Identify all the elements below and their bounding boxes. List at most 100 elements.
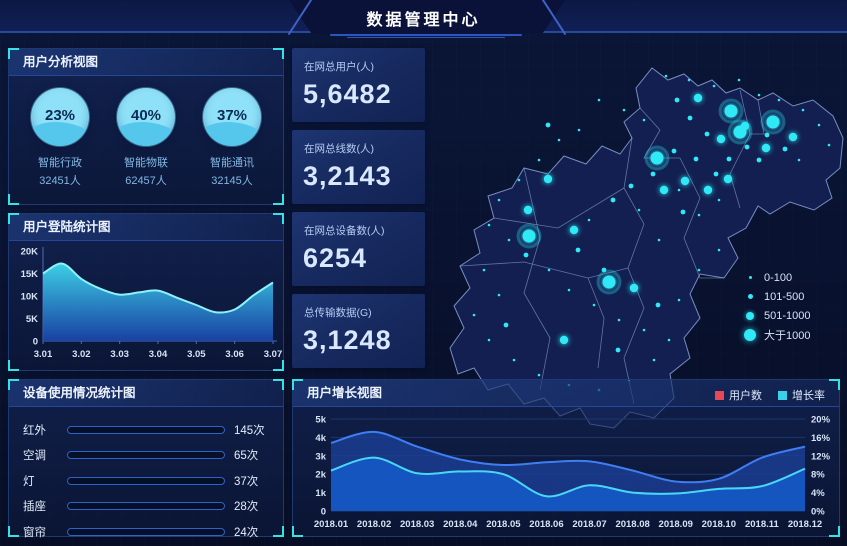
bar-row: 窗帘 24次 xyxy=(23,521,269,542)
map-dot xyxy=(615,347,621,353)
legend-item-users: 用户数 xyxy=(715,387,762,403)
map-dot xyxy=(693,156,699,162)
map-dot xyxy=(703,185,713,195)
legend-item-growth-rate: 增长率 xyxy=(778,387,825,403)
map-dot-halo xyxy=(596,269,622,295)
bar-label: 空调 xyxy=(23,450,46,462)
map-dot xyxy=(782,146,788,152)
device-bar-chart: 红外 145次 空调 65次灯 37次 插座 28次 窗帘 24次 xyxy=(9,407,283,542)
legend-item: 0-100 xyxy=(744,268,840,287)
map-dot xyxy=(693,93,703,103)
map-dot xyxy=(680,176,690,186)
panel-login-stats: 用户登陆统计图 0 5K 10K 15K 20K 3.01 3.02 3.03 3.04 3.05… xyxy=(8,213,284,371)
x-tick-label: 3.04 xyxy=(149,349,168,360)
panel-title-login-stats: 用户登陆统计图 xyxy=(9,214,283,241)
map-dot xyxy=(522,229,536,243)
y-tick-label: 20K xyxy=(21,247,39,258)
map-dot xyxy=(744,144,750,150)
map-dot xyxy=(756,157,762,163)
bar-row: 插座 28次 xyxy=(23,496,269,517)
legend-swatch-icon xyxy=(778,390,787,400)
x-tick-label: 2018.06 xyxy=(529,519,563,530)
map-dot xyxy=(610,197,616,203)
y-tick-label: 15K xyxy=(21,269,39,280)
stat-value: 6254 xyxy=(303,243,368,273)
map-dot xyxy=(523,252,529,258)
map-dot xyxy=(677,298,681,302)
map-dot-halo xyxy=(760,109,786,135)
x-tick-label: 2018.05 xyxy=(486,519,521,530)
corner-decoration xyxy=(273,213,284,224)
map-dot xyxy=(601,267,607,273)
bar-track xyxy=(67,451,225,459)
map-dot xyxy=(723,174,733,184)
growth-line-0 xyxy=(330,430,806,484)
map-dot xyxy=(537,158,541,162)
bar-row: 灯 37次 xyxy=(23,470,269,491)
corner-decoration xyxy=(292,379,303,390)
corner-decoration xyxy=(8,360,19,371)
bar-value: 37次 xyxy=(234,475,259,488)
corner-decoration xyxy=(8,379,19,390)
legend-dot-icon xyxy=(746,311,754,320)
corner-decoration xyxy=(273,379,284,390)
x-tick-label: 2018.07 xyxy=(572,519,606,530)
map-dot xyxy=(764,132,770,138)
bar-row: 空调 65次 xyxy=(23,445,269,466)
stat-card-total-lines: 在网总线数(人) 3,2143 xyxy=(292,130,425,204)
corner-decoration xyxy=(273,194,284,205)
map-dot xyxy=(512,358,516,362)
bar-label: 插座 xyxy=(23,501,46,513)
y-tick-right: 8% xyxy=(811,470,825,481)
map-dot xyxy=(667,338,671,342)
gauge-iot: 40% 智能物联 62457人 xyxy=(107,88,185,188)
map-dot xyxy=(737,78,741,82)
login-area-chart: 0 5K 10K 15K 20K 3.01 3.02 3.03 3.04 3.05 3.06 3.07 xyxy=(21,247,283,361)
legend-item: 501-1000 xyxy=(744,306,840,325)
map-dot xyxy=(650,171,656,177)
map-dot xyxy=(482,268,486,272)
map-dot xyxy=(637,208,641,212)
y-tick-right: 0% xyxy=(811,507,825,518)
x-tick-label: 2018.08 xyxy=(615,519,649,530)
stat-card-total-users: 在网总用户(人) 5,6482 xyxy=(292,48,425,122)
corner-decoration xyxy=(8,213,19,224)
map-dot xyxy=(717,248,721,252)
growth-line-1 xyxy=(330,456,806,498)
corner-decoration xyxy=(8,526,19,537)
map-dot xyxy=(652,358,656,362)
x-tick-label: 3.07 xyxy=(264,349,283,360)
y-tick-label: 0 xyxy=(33,337,38,348)
map-dot xyxy=(622,108,626,112)
gauge-count: 32145人 xyxy=(211,175,253,187)
gauge-group: 23% 智能行政 32451人 40% 智能物联 62457人 37% 智能通讯… xyxy=(9,76,283,188)
bar-value: 145次 xyxy=(234,424,265,437)
map-dot xyxy=(659,185,669,195)
growth-area-1 xyxy=(331,457,805,511)
gauge-comm: 37% 智能通讯 32145人 xyxy=(193,88,271,188)
corner-decoration xyxy=(8,194,19,205)
map-dot-halo xyxy=(718,98,744,124)
map-dot-layer xyxy=(472,74,831,392)
header-title-plate xyxy=(289,0,565,33)
map-dot xyxy=(523,205,533,215)
growth-chart-legend: 用户数 增长率 xyxy=(715,387,825,403)
page-title: 数据管理中心 xyxy=(366,12,481,29)
corner-decoration xyxy=(829,379,840,390)
map-dot xyxy=(642,328,646,332)
bar-value: 28次 xyxy=(234,501,259,513)
x-tick-label: 2018.12 xyxy=(788,519,822,530)
map-dot xyxy=(717,198,721,202)
y-tick-left: 1k xyxy=(315,488,326,499)
map-dot xyxy=(801,108,805,112)
bar-label: 窗帘 xyxy=(23,526,46,539)
panel-title-user-analysis: 用户分析视图 xyxy=(9,49,283,76)
legend-item: 大于1000 xyxy=(744,325,840,344)
y-tick-left: 3k xyxy=(315,451,326,462)
map-dot xyxy=(757,93,761,97)
panel-title-user-growth: 用户增长视图 xyxy=(293,380,839,407)
map-dot xyxy=(507,238,511,242)
map-dot xyxy=(545,122,551,128)
map-dot xyxy=(655,302,661,308)
map-dot xyxy=(497,198,501,202)
